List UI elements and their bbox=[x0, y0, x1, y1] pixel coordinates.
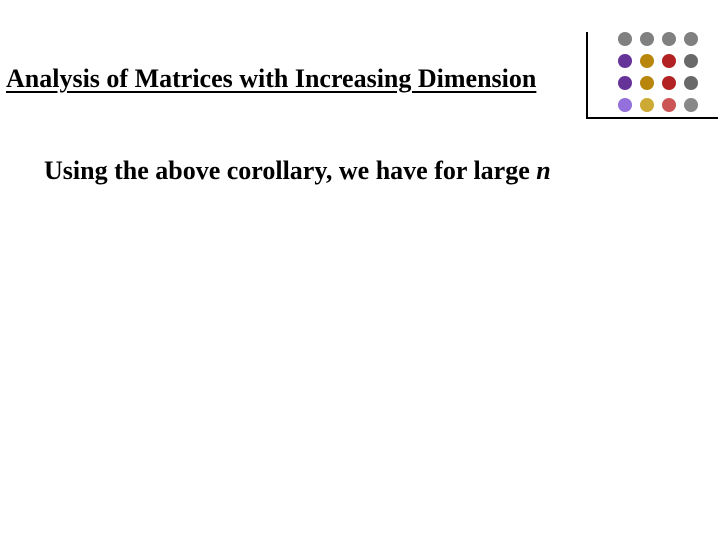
dot-icon bbox=[662, 54, 676, 68]
dot-icon bbox=[662, 76, 676, 90]
dot-icon bbox=[662, 98, 676, 112]
dot-icon bbox=[662, 32, 676, 46]
dot-icon bbox=[618, 98, 632, 112]
slide: Analysis of Matrices with Increasing Dim… bbox=[0, 0, 720, 540]
dot-icon bbox=[684, 54, 698, 68]
title-block: Analysis of Matrices with Increasing Dim… bbox=[6, 64, 584, 94]
divider-vertical bbox=[586, 32, 588, 118]
dot-grid bbox=[618, 32, 702, 116]
dot-icon bbox=[684, 76, 698, 90]
dot-icon bbox=[618, 32, 632, 46]
body-text: Using the above corollary, we have for l… bbox=[44, 156, 551, 186]
dot-icon bbox=[618, 54, 632, 68]
body-prefix: Using the above corollary, we have for l… bbox=[44, 156, 536, 185]
divider-horizontal bbox=[586, 117, 718, 119]
dot-icon bbox=[640, 98, 654, 112]
dot-icon bbox=[684, 98, 698, 112]
dot-icon bbox=[640, 32, 654, 46]
body-variable: n bbox=[536, 156, 550, 185]
dot-icon bbox=[640, 54, 654, 68]
dot-icon bbox=[684, 32, 698, 46]
slide-title: Analysis of Matrices with Increasing Dim… bbox=[6, 64, 536, 93]
dot-icon bbox=[618, 76, 632, 90]
dot-icon bbox=[640, 76, 654, 90]
